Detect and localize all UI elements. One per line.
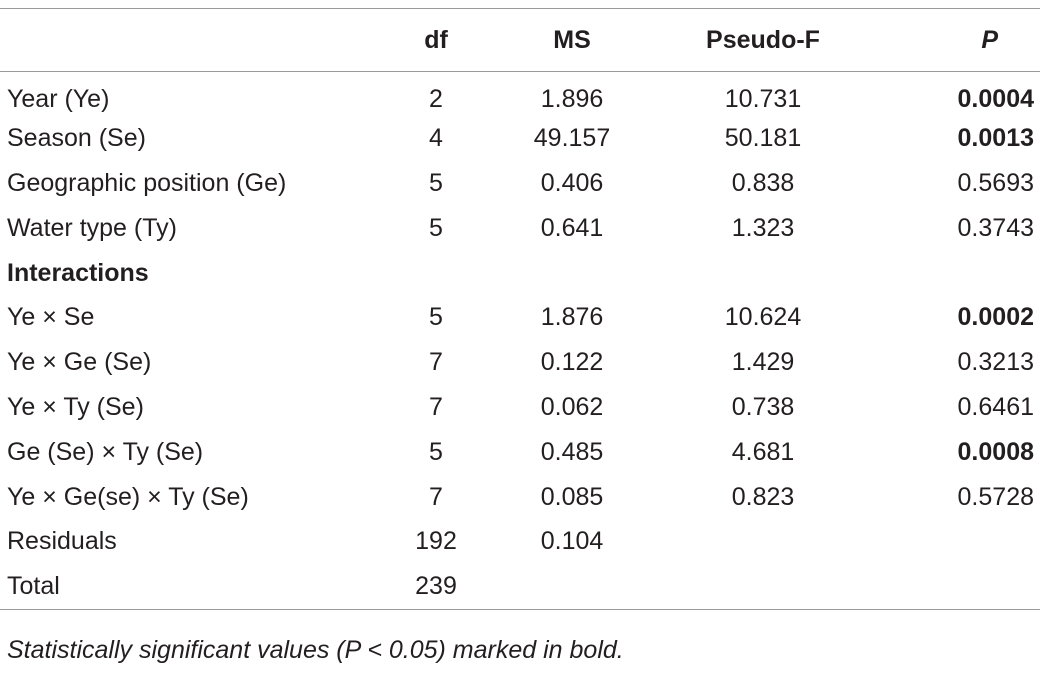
table-row: Ye × Se 5 1.876 10.624 0.0002 [0,295,1040,340]
table-row: Geographic position (Ge) 5 0.406 0.838 0.569… [0,161,1040,206]
row-pseudo-f: 1.323 [731,213,795,242]
row-pseudo-f [662,251,864,296]
row-df: 192 [415,527,457,556]
row-pseudo-f: 50.181 [724,124,802,153]
row-ms: 1.876 [540,303,604,332]
row-label: Residuals [7,527,117,556]
table-row: Year (Ye) 2 1.896 10.731 0.0004 [0,72,1040,117]
row-p: 0.0008 [957,437,1034,466]
row-p: 0.5693 [957,168,1034,197]
row-df [390,251,482,296]
row-ms: 0.085 [540,482,604,511]
row-df: 7 [429,392,443,421]
row-p: 0.5728 [957,482,1034,511]
table-row: Ge (Se) × Ty (Se) 5 0.485 4.681 0.0008 [0,430,1040,475]
row-label: Total [0,564,390,610]
section-row: Interactions [0,251,1040,296]
table-header: df MS Pseudo-F P [0,8,1040,72]
row-ms: 0.485 [540,437,604,466]
row-df: 5 [429,437,443,466]
table-footnote: Statistically significant values (P < 0.… [7,636,624,664]
row-p: 0.0013 [957,124,1034,153]
table-body: Year (Ye) 2 1.896 10.731 0.0004 Season (Se) 4 4… [0,72,1040,610]
row-label: Interactions [7,258,149,287]
row-pseudo-f: 0.823 [731,482,795,511]
row-ms [482,251,662,296]
row-ms [482,564,662,610]
row-p: 0.6461 [957,392,1034,421]
row-ms: 0.062 [540,392,604,421]
header-ms: MS [482,8,662,72]
row-label: Year (Ye) [7,84,110,113]
row-label: Ye × Se [7,303,95,332]
row-label: Ge (Se) × Ty (Se) [7,437,204,466]
table-row: Water type (Ty) 5 0.641 1.323 0.3743 [0,206,1040,251]
row-label: Ye × Ge (Se) [7,348,152,377]
row-pseudo-f: 1.429 [731,348,795,377]
row-pseudo-f [662,564,864,610]
table-row: Ye × Ge (Se) 7 0.122 1.429 0.3213 [0,340,1040,385]
row-ms: 0.122 [540,348,604,377]
row-df: 4 [429,124,443,153]
row-pseudo-f [662,519,864,564]
row-ms: 1.896 [540,84,604,113]
row-df: 7 [429,348,443,377]
row-p: 0.3213 [957,348,1034,377]
row-ms: 0.104 [540,527,604,556]
anova-table: df MS Pseudo-F P Year (Ye) 2 1.896 10.731 0.… [0,8,1040,610]
header-p: P [864,8,1040,72]
row-p: 0.0004 [957,84,1034,113]
row-p [864,251,1040,296]
row-label: Water type (Ty) [7,213,177,242]
table-row: Ye × Ge(se) × Ty (Se) 7 0.085 0.823 0.5728 [0,475,1040,520]
row-df: 239 [390,564,482,610]
row-df: 2 [429,84,443,113]
header-row: df MS Pseudo-F P [0,8,1040,72]
header-pseudo-f: Pseudo-F [662,8,864,72]
row-df: 7 [429,482,443,511]
row-label: Ye × Ty (Se) [7,392,144,421]
table-row: Total 239 [0,564,1040,610]
header-df: df [390,8,482,72]
row-label: Ye × Ge(se) × Ty (Se) [7,482,249,511]
row-pseudo-f: 10.624 [724,303,802,332]
row-pseudo-f: 0.738 [731,392,795,421]
row-df: 5 [429,213,443,242]
row-label: Season (Se) [7,124,146,153]
row-ms: 49.157 [533,124,611,153]
row-p [864,564,1040,610]
row-df: 5 [429,303,443,332]
header-label [0,8,390,72]
table-row: Residuals 192 0.104 [0,519,1040,564]
row-label: Geographic position (Ge) [7,168,287,197]
row-p: 0.3743 [957,213,1034,242]
table-row: Ye × Ty (Se) 7 0.062 0.738 0.6461 [0,385,1040,430]
table-row: Season (Se) 4 49.157 50.181 0.0013 [0,116,1040,161]
row-ms: 0.641 [540,213,604,242]
row-p [864,519,1040,564]
row-ms: 0.406 [540,168,604,197]
row-pseudo-f: 0.838 [731,168,795,197]
row-df: 5 [429,168,443,197]
row-pseudo-f: 4.681 [731,437,795,466]
row-pseudo-f: 10.731 [724,84,802,113]
row-p: 0.0002 [957,303,1034,332]
